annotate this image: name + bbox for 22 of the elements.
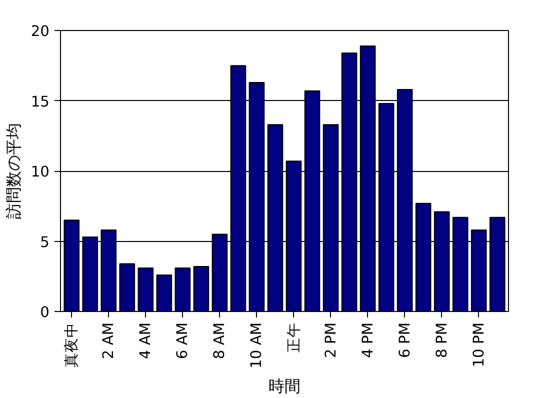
x-tick-label: 6 AM	[174, 322, 192, 360]
x-tick-label: 6 PM	[396, 322, 414, 358]
x-tick-label: 正午	[285, 322, 302, 352]
x-tick-label: 8 PM	[433, 322, 450, 358]
bar	[156, 274, 172, 312]
x-tick-label: 10 AM	[248, 322, 266, 368]
y-tick-label: 10	[30, 164, 50, 180]
y-tick-label: 0	[40, 304, 50, 321]
y-axis-title: 訪問数の平均	[4, 123, 23, 219]
x-tick-label: 8 AM	[211, 322, 228, 360]
x-tick-label: 真夜中	[63, 322, 80, 368]
x-axis-title: 時間	[268, 376, 300, 396]
y-tick-label: 20	[30, 23, 50, 40]
y-tick-label: 15	[30, 93, 50, 110]
x-tick-label: 4 AM	[137, 322, 154, 360]
x-tick-label: 2 PM	[322, 322, 340, 358]
x-tick-label: 4 PM	[359, 322, 376, 358]
x-tick-label: 2 AM	[100, 322, 118, 360]
x-tick-label: 10 PM	[470, 322, 488, 368]
y-tick-label: 5	[40, 234, 50, 251]
bar	[193, 266, 210, 312]
bar	[119, 263, 136, 312]
